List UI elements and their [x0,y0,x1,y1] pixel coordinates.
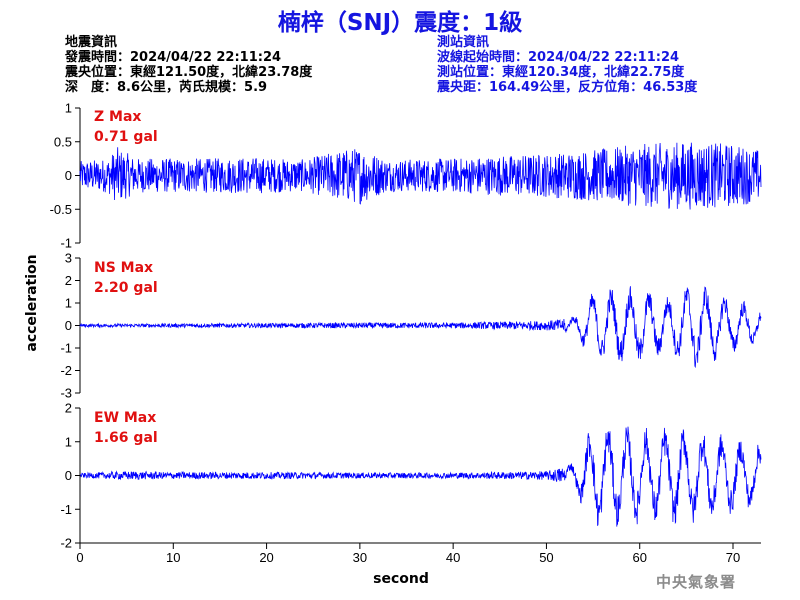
earthquake-info-heading: 地震資訊 [65,35,118,50]
ew-max-value: 1.66 gal [94,430,158,446]
epicenter-location: 震央位置：東經121.50度，北緯23.78度 [65,65,313,80]
x-tick-label: 40 [446,550,460,565]
x-tick-label: 30 [353,550,367,565]
ns-y-tick-label: -3 [60,386,72,401]
depth-magnitude: 深 度：8.6公里，芮氏規模：5.9 [65,80,268,95]
z-max-title: Z Max [94,109,142,125]
ns-y-tick-label: 0 [65,318,72,333]
ns-max-label: NS Max 2.20 gal [94,258,158,298]
ew-y-tick-label: 0 [65,468,72,483]
x-tick-label: 50 [539,550,553,565]
z-max-value: 0.71 gal [94,129,158,145]
ns-max-value: 2.20 gal [94,280,158,296]
x-tick-label: 60 [632,550,646,565]
station-info-heading: 測站資訊 [437,35,490,50]
x-tick-label: 10 [166,550,180,565]
ns-y-tick-label: -1 [60,341,72,356]
x-tick-label: 0 [76,550,83,565]
ew-max-label: EW Max 1.66 gal [94,408,158,448]
origin-time: 發震時間：2024/04/22 22:11:24 [65,50,282,65]
z-y-tick-label: -0.5 [50,202,72,217]
ns-y-tick-label: 1 [65,296,72,311]
ew-y-tick-label: 2 [65,401,72,416]
ns-waveform-line [79,286,762,369]
z-max-label: Z Max 0.71 gal [94,107,158,147]
ns-y-tick-label: 3 [65,251,72,266]
agency-watermark: 中央氣象署 [656,573,737,591]
z-y-tick-label: -1 [60,236,72,251]
z-y-tick-label: 0.5 [54,134,72,149]
ew-max-title: EW Max [94,410,157,426]
station-info: 測站資訊 波線起始時間：2024/04/22 22:11:24 測站位置：東經1… [437,35,697,95]
chart-title: 楠梓（SNJ）震度：1級 [277,10,523,36]
ns-y-tick-label: 2 [65,273,72,288]
wave-start-time: 波線起始時間：2024/04/22 22:11:24 [437,50,680,65]
ew-waveform-line [80,426,762,527]
ns-max-title: NS Max [94,260,154,276]
earthquake-info: 地震資訊 發震時間：2024/04/22 22:11:24 震央位置：東經121… [65,35,312,95]
x-tick-label: 20 [259,550,273,565]
epicentral-distance: 震央距：164.49公里，反方位角：46.53度 [437,80,698,95]
x-tick-label: 70 [726,550,740,565]
ew-y-tick-label: -2 [60,536,72,551]
x-axis-label: second [373,571,429,587]
z-y-tick-label: 1 [65,101,72,116]
ns-y-tick-label: -2 [60,363,72,378]
ew-y-tick-label: 1 [65,434,72,449]
station-location: 測站位置：東經120.34度，北緯22.75度 [437,65,685,80]
z-waveform-line [79,142,762,210]
z-y-tick-label: 0 [65,168,72,183]
ew-y-tick-label: -1 [60,502,72,517]
y-axis-label: acceleration [24,254,40,352]
